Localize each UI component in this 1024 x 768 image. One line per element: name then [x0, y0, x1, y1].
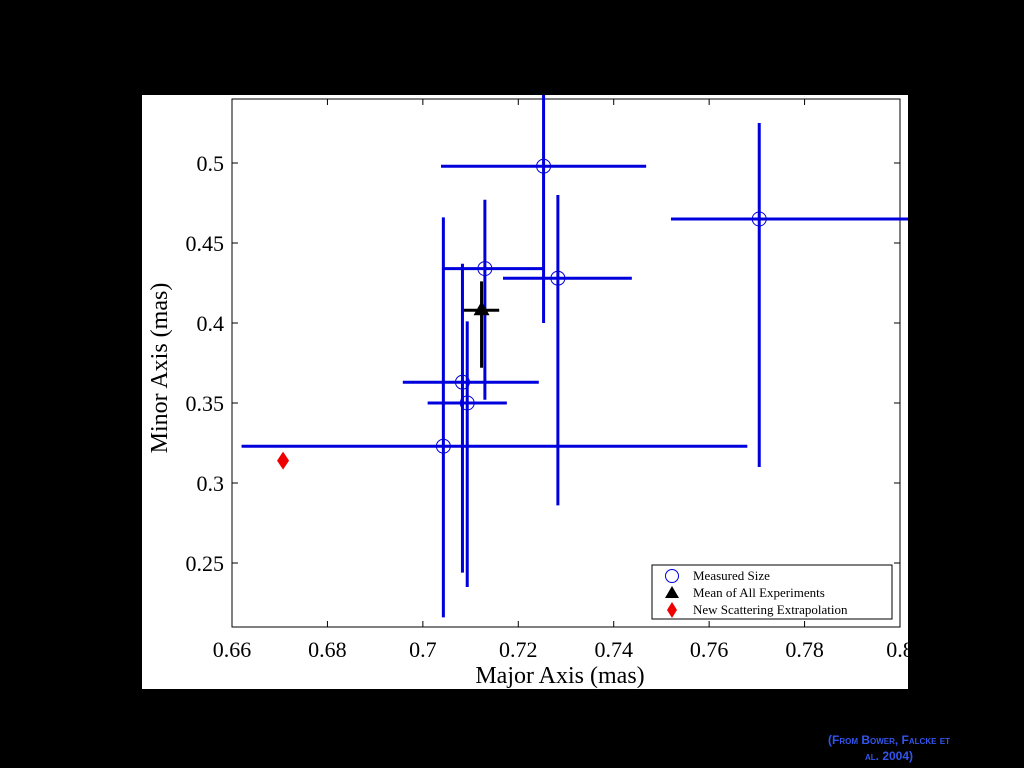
x-axis-title: Major Axis (mas)	[475, 663, 644, 689]
citation-line-1: (From Bower, Falcke et	[828, 733, 950, 747]
x-tick-label: 0.66	[213, 637, 252, 662]
scatter-chart: 0.66 0.68 0.7 0.72 0.74 0.76 0.78 0.8 0.25 0.3 0.3…	[147, 95, 908, 689]
measured-size-point	[459, 395, 475, 411]
measured-size-point	[536, 158, 552, 174]
measured-size-point	[477, 261, 493, 277]
x-tick-label: 0.72	[499, 637, 538, 662]
error-bars	[241, 95, 908, 618]
legend: Measured Size Mean of All Experiments Ne…	[651, 564, 893, 620]
x-tick-label: 0.76	[690, 637, 729, 662]
measured-size-point	[454, 374, 470, 390]
y-tick-label: 0.45	[186, 231, 225, 256]
measured-size-point	[550, 270, 566, 286]
measured-size-point	[751, 211, 767, 227]
mean-point	[473, 301, 490, 316]
y-tick-label: 0.4	[197, 311, 225, 336]
legend-label-mean: Mean of All Experiments	[693, 585, 825, 600]
legend-triangle-icon	[665, 586, 679, 598]
axis-ticks: 0.66 0.68 0.7 0.72 0.74 0.76 0.78 0.8 0.25 0.3 0.3…	[186, 99, 908, 662]
y-tick-label: 0.35	[186, 391, 225, 416]
x-tick-label: 0.68	[308, 637, 347, 662]
legend-label-extrapolation: New Scattering Extrapolation	[693, 602, 848, 617]
plot-frame	[231, 98, 901, 628]
x-tick-label: 0.78	[785, 637, 824, 662]
legend-circle-icon	[665, 569, 679, 583]
x-tick-label: 0.7	[409, 637, 437, 662]
citation: (From Bower, Falcke et al. 2004)	[784, 732, 994, 764]
y-tick-label: 0.25	[186, 551, 225, 576]
x-tick-label: 0.74	[594, 637, 633, 662]
measured-size-point	[435, 438, 451, 454]
legend-label-measured: Measured Size	[693, 568, 770, 583]
y-tick-label: 0.5	[197, 151, 225, 176]
x-tick-label: 0.8	[886, 637, 908, 662]
extrapolation-point	[277, 451, 290, 470]
y-tick-label: 0.3	[197, 471, 225, 496]
legend-box	[651, 564, 893, 620]
legend-diamond-icon	[667, 602, 677, 618]
citation-line-2: al. 2004)	[864, 749, 914, 763]
data-markers	[277, 158, 767, 470]
figure-panel: 0.66 0.68 0.7 0.72 0.74 0.76 0.78 0.8 0.25 0.3 0.3…	[142, 95, 908, 689]
y-axis-title: Minor Axis (mas)	[147, 283, 173, 454]
